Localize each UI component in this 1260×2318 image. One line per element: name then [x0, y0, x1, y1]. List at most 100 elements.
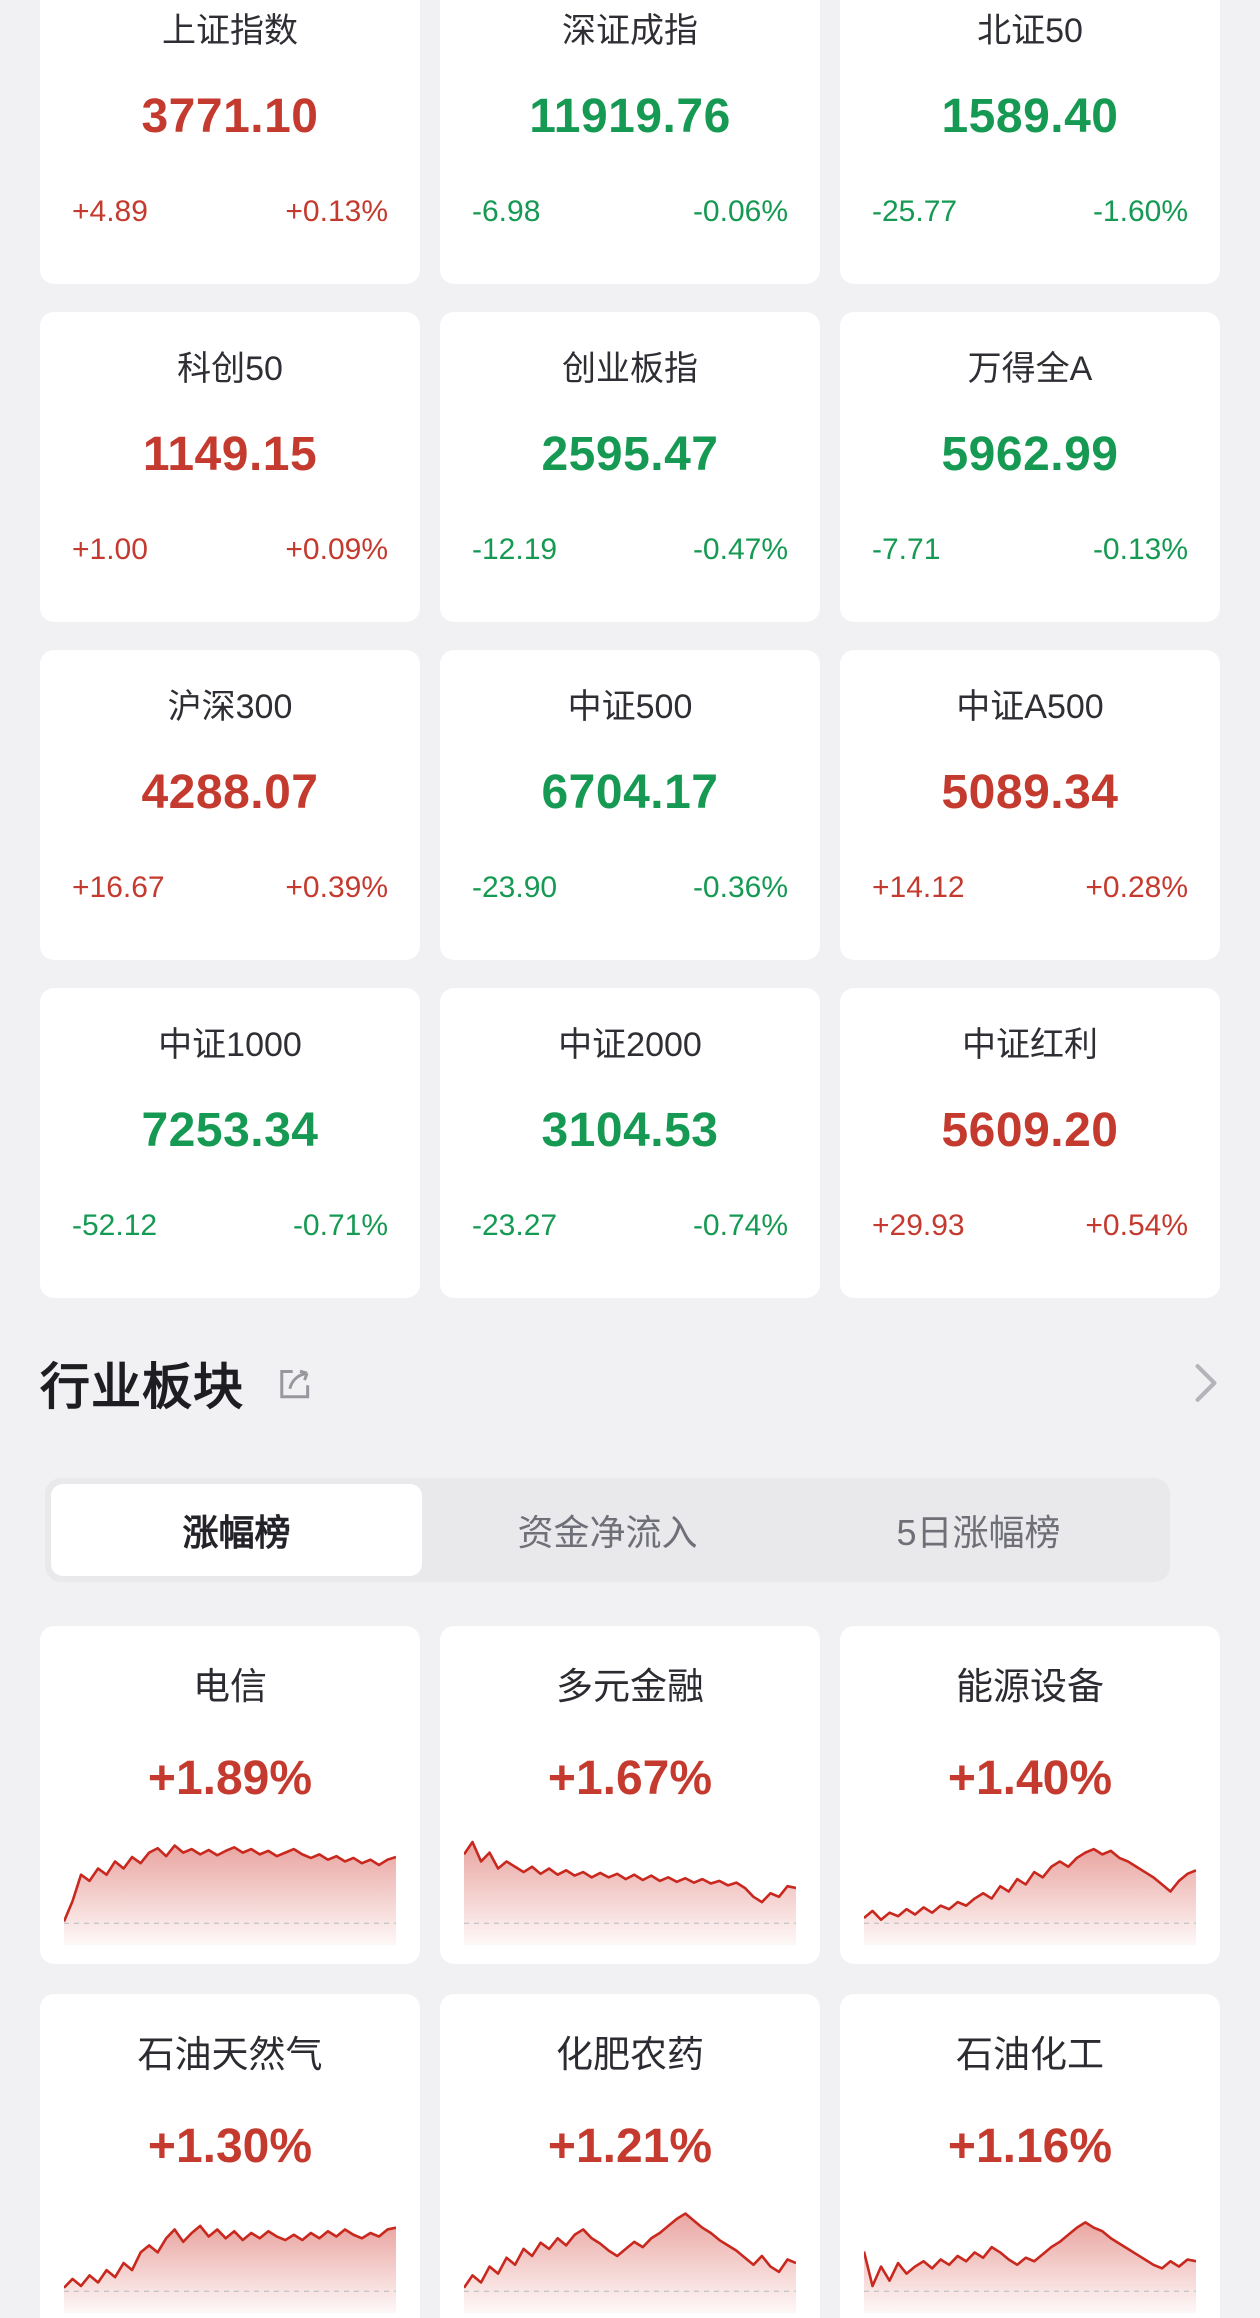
- sector-sparkline-chart: [464, 1821, 796, 1946]
- sector-change-pct: +1.21%: [547, 2119, 713, 2173]
- index-card[interactable]: 上证指数 3771.10 +4.89 +0.13%: [40, 0, 420, 284]
- sector-card[interactable]: 电信 +1.89%: [40, 1626, 420, 1964]
- index-change-row: -23.27 -0.74%: [440, 1208, 820, 1244]
- index-card[interactable]: 中证500 6704.17 -23.90 -0.36%: [440, 650, 820, 960]
- index-change-pct: -0.74%: [692, 1208, 788, 1242]
- index-change-row: -7.71 -0.13%: [840, 532, 1220, 568]
- index-name: 中证红利: [962, 1026, 1098, 1064]
- index-name: 中证A500: [956, 688, 1104, 726]
- index-change-pct: -0.71%: [292, 1208, 388, 1242]
- sector-name: 电信: [193, 1666, 267, 1707]
- sector-change-pct: +1.89%: [147, 1751, 313, 1805]
- index-value: 5089.34: [941, 766, 1119, 820]
- sector-tab-0[interactable]: 涨幅榜: [51, 1484, 422, 1576]
- index-change-row: -23.90 -0.36%: [440, 870, 820, 906]
- index-card[interactable]: 创业板指 2595.47 -12.19 -0.47%: [440, 312, 820, 622]
- index-change-row: +16.67 +0.39%: [40, 870, 420, 906]
- index-change-value: -25.77: [872, 194, 958, 228]
- sector-card-grid: 电信 +1.89% 多元金融 +1.67% 能源设备 +1.40% 石油天然气 …: [40, 1626, 1220, 2318]
- index-value: 5609.20: [941, 1104, 1119, 1158]
- sector-card[interactable]: 多元金融 +1.67%: [440, 1626, 820, 1964]
- sector-name: 能源设备: [956, 1666, 1104, 1707]
- index-change-pct: -0.47%: [692, 532, 788, 566]
- index-change-pct: -0.36%: [692, 870, 788, 904]
- index-name: 万得全A: [967, 350, 1093, 388]
- index-card[interactable]: 中证红利 5609.20 +29.93 +0.54%: [840, 988, 1220, 1298]
- sector-sparkline-chart: [864, 2189, 1196, 2314]
- sector-change-pct: +1.40%: [947, 1751, 1113, 1805]
- index-change-row: +29.93 +0.54%: [840, 1208, 1220, 1244]
- index-change-row: -6.98 -0.06%: [440, 194, 820, 230]
- index-card[interactable]: 北证50 1589.40 -25.77 -1.60%: [840, 0, 1220, 284]
- index-change-pct: +0.54%: [1085, 1208, 1188, 1242]
- index-value: 3771.10: [141, 90, 319, 144]
- share-icon[interactable]: [272, 1360, 318, 1406]
- index-change-pct: +0.09%: [285, 532, 388, 566]
- index-name: 上证指数: [162, 12, 298, 50]
- index-card[interactable]: 中证1000 7253.34 -52.12 -0.71%: [40, 988, 420, 1298]
- index-card-grid: 上证指数 3771.10 +4.89 +0.13% 深证成指 11919.76 …: [40, 0, 1220, 1298]
- sector-sparkline-chart: [64, 1821, 396, 1946]
- index-value: 5962.99: [941, 428, 1119, 482]
- index-change-pct: +0.13%: [285, 194, 388, 228]
- index-value: 1589.40: [941, 90, 1119, 144]
- index-change-row: -52.12 -0.71%: [40, 1208, 420, 1244]
- index-change-value: -23.90: [472, 870, 558, 904]
- index-change-value: -7.71: [872, 532, 941, 566]
- index-card[interactable]: 万得全A 5962.99 -7.71 -0.13%: [840, 312, 1220, 622]
- sector-card[interactable]: 石油天然气 +1.30%: [40, 1994, 420, 2318]
- chevron-right-icon[interactable]: [1192, 1359, 1220, 1407]
- index-name: 深证成指: [562, 12, 698, 50]
- index-card[interactable]: 中证A500 5089.34 +14.12 +0.28%: [840, 650, 1220, 960]
- sector-change-pct: +1.16%: [947, 2119, 1113, 2173]
- index-name: 中证1000: [158, 1026, 302, 1064]
- index-change-value: -6.98: [472, 194, 541, 228]
- index-name: 中证2000: [558, 1026, 702, 1064]
- sector-section-header: 行业板块: [40, 1322, 1220, 1444]
- index-value: 7253.34: [141, 1104, 319, 1158]
- sector-tab-bar: 涨幅榜 资金净流入 5日涨幅榜: [45, 1478, 1170, 1582]
- index-change-pct: +0.28%: [1085, 870, 1188, 904]
- sector-change-pct: +1.67%: [547, 1751, 713, 1805]
- sector-name: 多元金融: [556, 1666, 704, 1707]
- index-name: 沪深300: [167, 688, 293, 726]
- index-card[interactable]: 沪深300 4288.07 +16.67 +0.39%: [40, 650, 420, 960]
- section-title: 行业板块: [40, 1359, 244, 1415]
- sector-tab-2[interactable]: 5日涨幅榜: [896, 1512, 1061, 1553]
- sector-card[interactable]: 能源设备 +1.40%: [840, 1626, 1220, 1964]
- index-value: 11919.76: [529, 90, 731, 144]
- index-name: 北证50: [977, 12, 1083, 50]
- index-change-pct: +0.39%: [285, 870, 388, 904]
- index-change-value: -23.27: [472, 1208, 558, 1242]
- index-card[interactable]: 科创50 1149.15 +1.00 +0.09%: [40, 312, 420, 622]
- sector-tab-1[interactable]: 资金净流入: [517, 1512, 698, 1553]
- sector-sparkline-chart: [464, 2189, 796, 2314]
- index-change-row: -12.19 -0.47%: [440, 532, 820, 568]
- index-change-value: +1.00: [72, 532, 148, 566]
- sector-card[interactable]: 化肥农药 +1.21%: [440, 1994, 820, 2318]
- sector-sparkline-chart: [64, 2189, 396, 2314]
- sector-change-pct: +1.30%: [147, 2119, 313, 2173]
- index-change-value: +4.89: [72, 194, 148, 228]
- sector-name: 石油天然气: [137, 2034, 323, 2075]
- index-value: 4288.07: [141, 766, 319, 820]
- index-change-row: +1.00 +0.09%: [40, 532, 420, 568]
- index-name: 科创50: [177, 350, 283, 388]
- sector-sparkline-chart: [864, 1821, 1196, 1946]
- index-change-value: -52.12: [72, 1208, 158, 1242]
- index-value: 2595.47: [541, 428, 719, 482]
- index-value: 1149.15: [142, 428, 318, 482]
- index-change-pct: -0.13%: [1092, 532, 1188, 566]
- index-name: 中证500: [567, 688, 693, 726]
- sector-name: 化肥农药: [556, 2034, 704, 2075]
- index-card[interactable]: 中证2000 3104.53 -23.27 -0.74%: [440, 988, 820, 1298]
- index-change-pct: -1.60%: [1092, 194, 1188, 228]
- index-change-value: -12.19: [472, 532, 558, 566]
- index-change-pct: -0.06%: [692, 194, 788, 228]
- index-value: 3104.53: [541, 1104, 719, 1158]
- index-card[interactable]: 深证成指 11919.76 -6.98 -0.06%: [440, 0, 820, 284]
- sector-card[interactable]: 石油化工 +1.16%: [840, 1994, 1220, 2318]
- sector-name: 石油化工: [956, 2034, 1104, 2075]
- index-change-value: +29.93: [872, 1208, 965, 1242]
